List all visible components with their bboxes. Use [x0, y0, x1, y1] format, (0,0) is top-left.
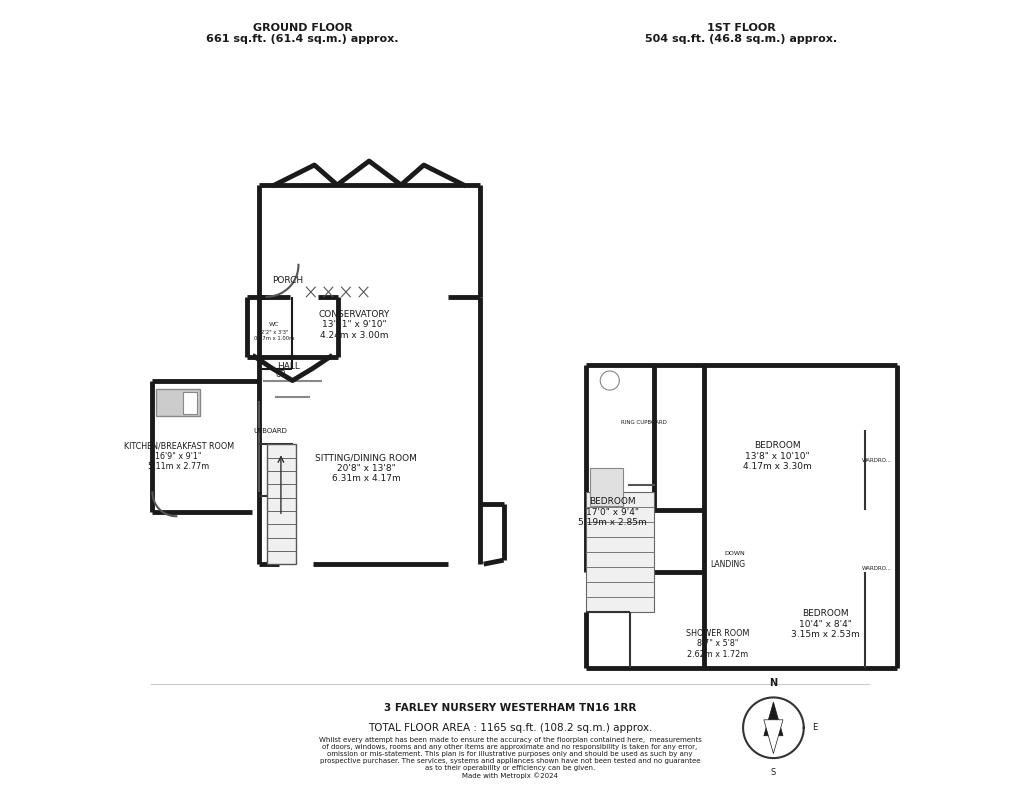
- Polygon shape: [763, 720, 783, 754]
- Bar: [156, 388, 200, 417]
- Bar: [182, 392, 197, 414]
- Bar: [266, 445, 296, 564]
- Text: UP: UP: [275, 370, 285, 380]
- Text: WC: WC: [269, 322, 279, 327]
- Text: BEDROOM
10'4" x 8'4"
3.15m x 2.53m: BEDROOM 10'4" x 8'4" 3.15m x 2.53m: [790, 609, 859, 639]
- Text: 3 FARLEY NURSERY WESTERHAM TN16 1RR: 3 FARLEY NURSERY WESTERHAM TN16 1RR: [383, 702, 636, 713]
- Text: WARDRO...: WARDRO...: [861, 458, 892, 463]
- Text: HALL: HALL: [276, 363, 300, 372]
- Bar: [589, 468, 623, 506]
- Text: RING CUPBOARD: RING CUPBOARD: [621, 421, 666, 425]
- Text: 1ST FLOOR
504 sq.ft. (46.8 sq.m.) approx.: 1ST FLOOR 504 sq.ft. (46.8 sq.m.) approx…: [645, 22, 837, 44]
- Text: 2'2" x 3'3": 2'2" x 3'3": [261, 330, 288, 335]
- Text: S: S: [770, 767, 775, 777]
- Text: E: E: [811, 723, 816, 732]
- Text: PORCH: PORCH: [272, 276, 304, 285]
- Text: 0.67m x 1.00m: 0.67m x 1.00m: [254, 336, 294, 340]
- Text: DOWN: DOWN: [723, 551, 744, 556]
- Text: UPBOARD: UPBOARD: [254, 428, 287, 434]
- Text: SHOWER ROOM
8'7" x 5'8"
2.62m x 1.72m: SHOWER ROOM 8'7" x 5'8" 2.62m x 1.72m: [685, 629, 749, 659]
- Text: BEDROOM
13'8" x 10'10"
4.17m x 3.30m: BEDROOM 13'8" x 10'10" 4.17m x 3.30m: [742, 441, 811, 471]
- Bar: [585, 493, 653, 612]
- Text: SITTING/DINING ROOM
20'8" x 13'8"
6.31m x 4.17m: SITTING/DINING ROOM 20'8" x 13'8" 6.31m …: [315, 453, 417, 483]
- Text: WARDRO...: WARDRO...: [861, 566, 892, 570]
- Text: GROUND FLOOR
661 sq.ft. (61.4 sq.m.) approx.: GROUND FLOOR 661 sq.ft. (61.4 sq.m.) app…: [206, 22, 398, 44]
- Text: CONSERVATORY
13'11" x 9'10"
4.24m x 3.00m: CONSERVATORY 13'11" x 9'10" 4.24m x 3.00…: [318, 310, 389, 340]
- Text: BEDROOM
17'0" x 9'4"
5.19m x 2.85m: BEDROOM 17'0" x 9'4" 5.19m x 2.85m: [577, 497, 646, 527]
- Text: Whilst every attempt has been made to ensure the accuracy of the floorplan conta: Whilst every attempt has been made to en…: [318, 737, 701, 779]
- Text: LANDING: LANDING: [709, 560, 745, 569]
- Polygon shape: [763, 702, 783, 736]
- Text: KITCHEN/BREAKFAST ROOM
16'9" x 9'1"
5.11m x 2.77m: KITCHEN/BREAKFAST ROOM 16'9" x 9'1" 5.11…: [123, 441, 233, 471]
- Text: N: N: [768, 678, 776, 688]
- Text: TOTAL FLOOR AREA : 1165 sq.ft. (108.2 sq.m.) approx.: TOTAL FLOOR AREA : 1165 sq.ft. (108.2 sq…: [368, 723, 651, 733]
